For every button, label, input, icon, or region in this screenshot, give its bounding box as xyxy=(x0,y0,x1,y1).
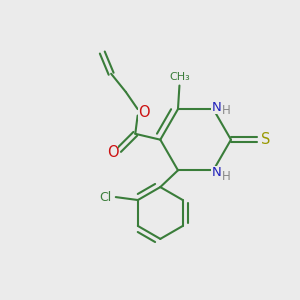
Text: N: N xyxy=(212,166,221,179)
Text: CH₃: CH₃ xyxy=(169,72,190,82)
Text: O: O xyxy=(138,105,150,120)
Text: Cl: Cl xyxy=(99,190,112,204)
Text: H: H xyxy=(222,104,231,117)
Text: H: H xyxy=(222,170,231,183)
Text: O: O xyxy=(107,145,118,160)
Text: N: N xyxy=(212,101,221,114)
Text: S: S xyxy=(261,132,270,147)
